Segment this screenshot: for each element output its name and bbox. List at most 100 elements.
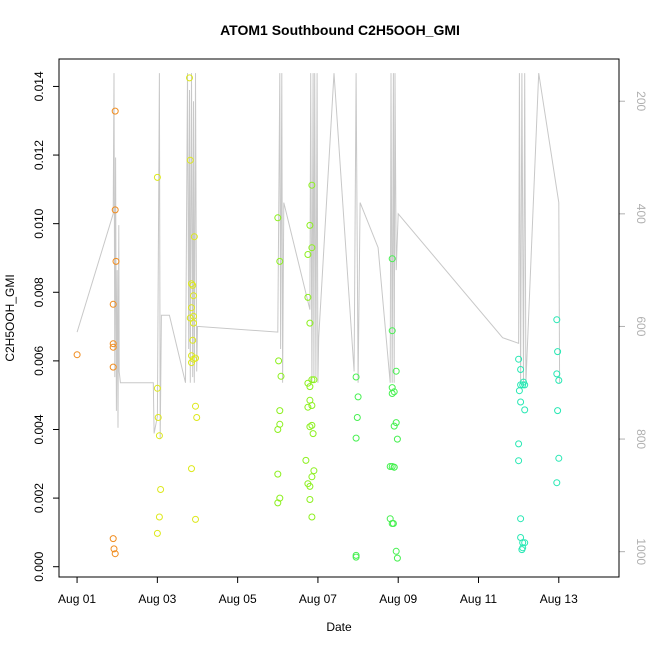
data-point [521,406,529,414]
data-point [109,300,117,308]
data-point [308,376,316,384]
data-point [309,430,317,438]
series-4 [352,255,401,562]
data-point [304,251,312,258]
data-point [518,546,526,554]
series-1 [73,107,120,558]
data-point [515,440,523,448]
y-tick-label: 0.002 [32,483,46,513]
data-point [111,550,119,558]
data-point [188,304,195,312]
data-point [392,419,400,427]
right-tick-label: 600 [634,316,648,336]
data-point [553,479,561,487]
data-point [155,513,163,521]
data-point [390,388,398,396]
data-point [112,257,120,265]
data-point [153,173,161,181]
data-point [73,351,81,359]
data-point [193,414,201,421]
data-point [308,513,316,521]
data-point [186,156,194,164]
data-point [352,373,360,381]
data-point [306,482,314,490]
data-point [519,381,527,389]
data-point [393,435,401,443]
data-point [306,423,314,431]
series-5 [515,316,563,554]
data-point [154,414,162,421]
right-tick-label: 800 [634,429,648,449]
data-point [555,376,563,384]
pressure-trace-layer [76,73,561,440]
right-tick-label: 400 [634,204,648,224]
data-point [553,316,561,324]
data-point [188,359,195,367]
data-point [390,463,398,471]
data-point [274,470,282,478]
data-point [189,281,197,289]
data-point [554,407,562,415]
data-point [190,233,198,241]
x-tick-label: Aug 09 [379,592,417,606]
data-point [306,319,314,327]
data-point [517,515,525,523]
data-point [515,457,523,465]
data-point [276,407,284,415]
data-point [555,454,563,462]
data-point [109,340,117,348]
data-point [392,547,400,555]
data-point [111,107,119,115]
data-point [153,529,161,537]
y-tick-label: 0.012 [32,140,46,170]
data-point [306,221,314,229]
data-point [388,390,396,397]
data-point [308,181,316,189]
data-point [190,319,197,327]
data-point [521,381,529,389]
data-point [157,486,165,493]
y-axis-label: C2H5OOH_GMI [3,274,17,361]
data-point [192,354,199,362]
y-tick-label: 0.004 [32,414,46,444]
right-tick-label: 1000 [634,538,648,565]
data-point [390,422,398,430]
data-point [274,499,282,507]
data-point [109,363,117,371]
x-tick-label: Aug 13 [540,592,578,606]
data-point [388,327,396,335]
data-point [308,421,316,429]
data-point [517,398,525,406]
plot-frame [58,58,620,578]
data-point [155,432,163,440]
scatter-points-layer [73,74,563,562]
y-tick-label: 0.000 [32,551,46,581]
y-tick-label: 0.006 [32,346,46,376]
chart-title: ATOM1 Southbound C2H5OOH_GMI [220,22,460,38]
data-point [352,434,360,442]
series-2 [153,74,201,537]
data-point [304,293,312,301]
data-point [109,343,117,351]
data-point [306,383,314,391]
data-point [276,257,284,265]
data-point [304,403,312,411]
right-tick-label: 200 [634,91,648,111]
x-tick-label: Aug 01 [58,592,96,606]
data-point [109,535,117,543]
data-point [277,372,285,380]
data-point [153,384,161,392]
data-point [310,376,318,384]
data-point [353,414,361,421]
y-tick-label: 0.014 [32,71,46,101]
data-point [302,456,310,464]
data-point [306,496,314,503]
data-point [393,554,401,562]
data-point [388,255,396,263]
data-point [392,367,400,375]
data-point [188,280,195,288]
y-tick-label: 0.008 [32,277,46,307]
y-tick-label: 0.010 [32,208,46,238]
